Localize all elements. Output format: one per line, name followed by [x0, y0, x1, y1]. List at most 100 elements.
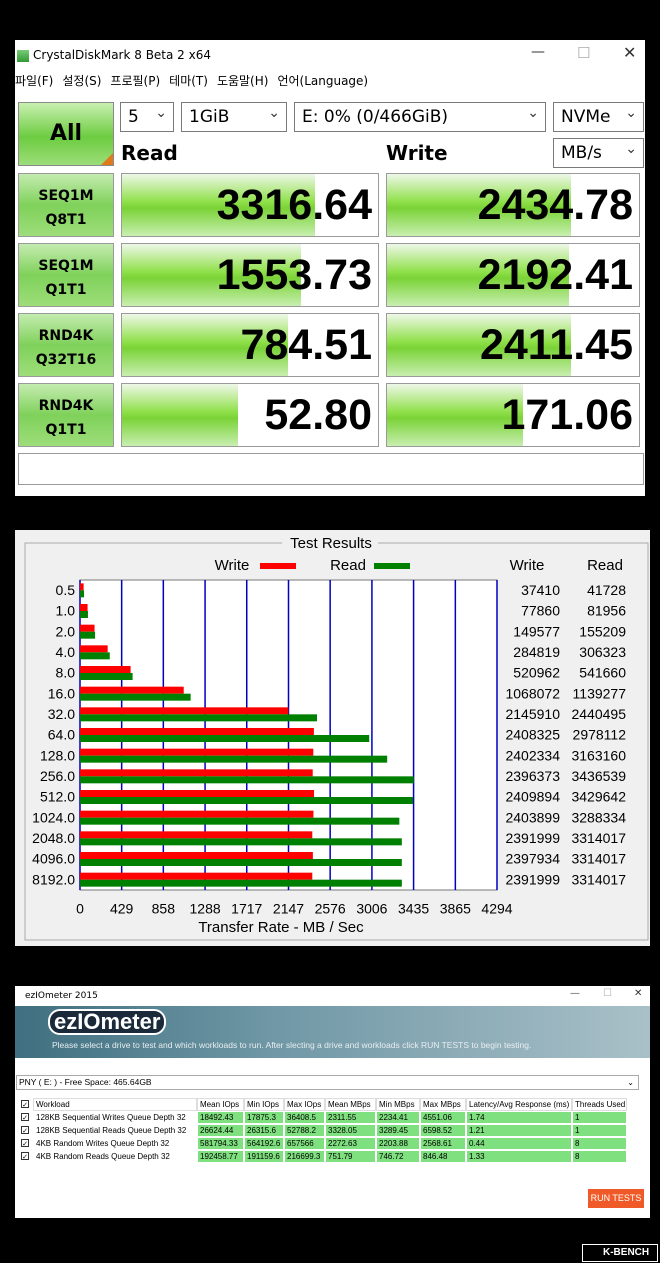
watermark: K-BENCH [582, 1244, 658, 1262]
test-label[interactable]: SEQ1M Q1T1 [18, 243, 114, 307]
close-button[interactable]: ✕ [634, 988, 643, 999]
y-tick-label: 8.0 [56, 665, 76, 681]
y-tick-label: 8192.0 [32, 871, 75, 887]
table-cell: 3289.45 [376, 1124, 420, 1137]
bar [80, 790, 315, 797]
value-label: 2396373 [505, 768, 560, 784]
bar [80, 673, 133, 680]
result-value: 2411.45 [479, 321, 633, 369]
crystaldiskmark-window: CrystalDiskMark 8 Beta 2 x64 — ☐ ✕ 파일(F)… [15, 40, 645, 496]
bar [80, 707, 289, 715]
column-header: Latency/Avg Response (ms) [466, 1098, 572, 1111]
test-label-line: Q1T1 [45, 282, 87, 298]
y-tick-label: 64.0 [48, 727, 75, 743]
drive-select[interactable]: E: 0% (0/466GiB) [294, 99, 546, 132]
value-label: 3288334 [571, 809, 626, 825]
close-button[interactable]: ✕ [623, 43, 637, 62]
table-cell: 2568.61 [420, 1137, 466, 1150]
table-cell: 191159.6 [244, 1150, 284, 1163]
menu-item[interactable]: 파일(F) [15, 74, 54, 88]
table-cell: 1 [572, 1111, 627, 1124]
dropdown-arrow: ⌄ [627, 1078, 634, 1087]
minimize-button[interactable]: — [531, 44, 545, 60]
value-label: 2978112 [573, 727, 627, 743]
all-label: All [49, 121, 83, 146]
result-value: 52.80 [264, 391, 372, 439]
checkbox[interactable]: ✓ [21, 1139, 29, 1148]
menu-item[interactable]: 설정(S) [62, 74, 102, 88]
table-cell: 17875.3 [244, 1111, 284, 1124]
bar [80, 735, 370, 742]
value-label: 155209 [579, 623, 626, 639]
unit-select[interactable]: MB/s [553, 135, 644, 168]
comment-box[interactable] [18, 453, 644, 485]
minimize-button[interactable]: — [570, 988, 580, 999]
column-header: Workload [33, 1098, 197, 1111]
checkbox[interactable]: ✓ [21, 1152, 29, 1161]
menu-item[interactable]: 도움말(H) [216, 74, 269, 88]
value-label: 149577 [513, 623, 560, 639]
value-label: 77860 [521, 603, 560, 619]
bar [80, 693, 191, 701]
bar [80, 604, 88, 611]
menu-item[interactable]: 프로필(P) [110, 74, 161, 88]
value-label: 3163160 [571, 747, 626, 763]
test-label[interactable]: RND4K Q32T16 [18, 313, 114, 377]
value-label: 41728 [587, 582, 626, 598]
checkbox[interactable]: ✓ [21, 1126, 29, 1135]
all-button[interactable]: All [18, 102, 114, 166]
app-icon [17, 50, 29, 62]
bar [80, 624, 95, 632]
bar [80, 838, 402, 846]
count-select[interactable]: 5 [120, 99, 174, 132]
corner-mark [101, 153, 113, 165]
value-label: 2403899 [505, 809, 560, 825]
table-cell: 1.74 [466, 1111, 572, 1124]
chart-title: Test Results [290, 535, 372, 552]
table-cell: 751.79 [325, 1150, 376, 1163]
table-cell: 128KB Sequential Writes Queue Depth 32 [33, 1111, 197, 1124]
column-header: Read [587, 557, 623, 574]
run-tests-button[interactable]: RUN TESTS [588, 1189, 644, 1208]
checkbox: ✓ [21, 1100, 29, 1109]
value-label: 3436539 [571, 768, 626, 784]
test-label-line: SEQ1M [38, 258, 94, 274]
legend-swatch [260, 563, 296, 569]
menu-item[interactable]: 언어(Language) [277, 74, 369, 88]
bar [80, 879, 402, 887]
result-cell: 2411.45 [386, 313, 640, 377]
test-label[interactable]: RND4K Q1T1 [18, 383, 114, 447]
value-label: 3314017 [571, 830, 626, 846]
test-label-line: Q32T16 [35, 352, 97, 368]
x-tick-label: 1717 [231, 901, 262, 917]
y-tick-label: 1.0 [56, 603, 76, 619]
result-bar [387, 244, 570, 306]
bar [80, 583, 84, 591]
checkbox[interactable]: ✓ [21, 1113, 29, 1122]
menu-item[interactable]: 테마(T) [169, 74, 208, 88]
result-cell: 171.06 [386, 383, 640, 447]
window-title: CrystalDiskMark 8 Beta 2 x64 [33, 48, 211, 62]
maximize-button[interactable]: ☐ [577, 44, 591, 62]
bar [80, 666, 131, 673]
x-tick-label: 0 [76, 901, 84, 917]
y-tick-label: 16.0 [48, 685, 75, 701]
drive-select[interactable]: PNY ( E: ) - Free Space: 465.64GB ⌄ [16, 1075, 639, 1090]
column-header: Min IOps [244, 1098, 284, 1111]
maximize-button[interactable]: ☐ [603, 988, 612, 999]
test-label-line: RND4K [38, 328, 94, 344]
test-label-line: RND4K [38, 398, 94, 414]
size-select[interactable]: 1GiB [181, 99, 287, 132]
table-cell: 26624.44 [197, 1124, 244, 1137]
bar [80, 645, 108, 653]
table-cell: 192458.77 [197, 1150, 244, 1163]
bar [80, 810, 314, 818]
x-tick-label: 858 [152, 901, 176, 917]
title-backing [282, 535, 378, 551]
y-tick-label: 2048.0 [32, 830, 75, 846]
table-cell: 581794.33 [197, 1137, 244, 1150]
profile-select[interactable]: NVMe [553, 99, 644, 132]
read-header: Read [121, 141, 178, 165]
test-label[interactable]: SEQ1M Q8T1 [18, 173, 114, 237]
result-bar [122, 314, 289, 376]
